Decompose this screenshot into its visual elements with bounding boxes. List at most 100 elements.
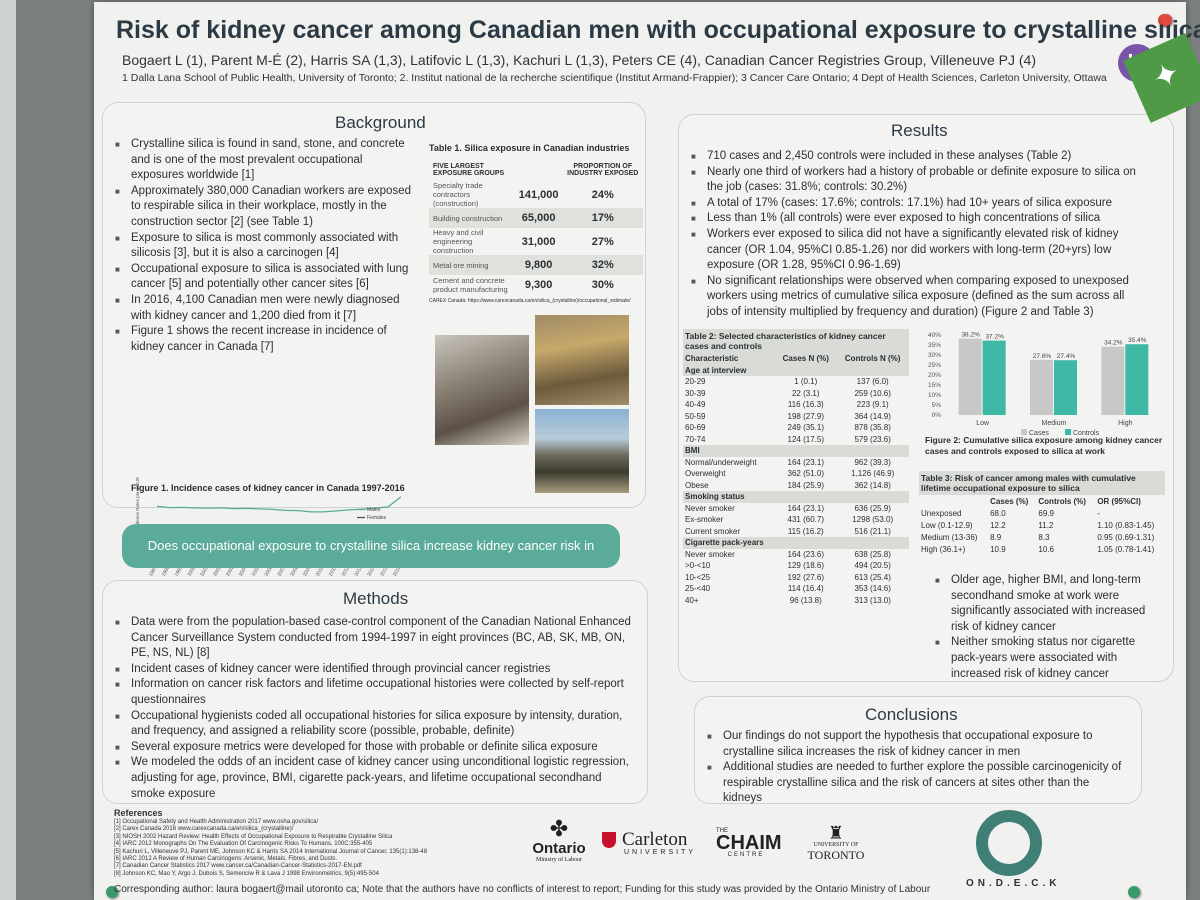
figure-1-x-tick: 2003	[225, 565, 236, 578]
figure-1-x-tick: 2011	[328, 565, 339, 578]
table-1-col-pct: PROPORTION OF INDUSTRY EXPOSED	[567, 163, 639, 177]
methods-bullet: Occupational hygienists coded all occupa…	[115, 709, 635, 740]
table-2-row: 25-<40 114 (16.4) 353 (14.6)	[685, 584, 891, 594]
table-2-row: 30-39 22 (3.1) 259 (10.6)	[685, 388, 891, 398]
table-2-row: Ex-smoker 431 (60.7) 1298 (53.0)	[685, 515, 894, 525]
background-bullet: Exposure to silica is most commonly asso…	[115, 231, 417, 262]
results-side-bullet: Neither smoking status nor cigarette pac…	[935, 635, 1155, 682]
figure-2-y-tick: 0%	[932, 412, 942, 419]
uoft-crest-icon: ♜	[827, 823, 845, 843]
conclusions-heading: Conclusions	[865, 705, 958, 724]
table-2-row: Never smoker 164 (23.1) 636 (25.9)	[685, 503, 891, 513]
figure-1-x-tick: 2004	[238, 565, 249, 578]
results-panel: Results 710 cases and 2,450 controls wer…	[678, 114, 1174, 682]
figure-2-data-label: 27.6%	[1033, 353, 1052, 360]
figure-2-bar-chart: 0% 5% 10% 15% 20% 25% 30% 35% 40% 38.2% 37.2% Low 27…	[928, 332, 1149, 437]
conclusions-bullet: Our findings do not support the hypothes…	[707, 729, 1131, 760]
methods-heading: Methods	[343, 589, 409, 608]
table-3-row: Low (0.1-12.9) 12.2 11.2 1.10 (0.83-1.45)	[921, 520, 1155, 530]
results-heading: Results	[891, 121, 948, 140]
push-pin-icon	[1128, 886, 1140, 898]
figure-2-bar-cases	[958, 338, 982, 415]
figure-1-legend-males: Males	[367, 507, 381, 513]
ondeck-logo-text: ON.D.E.C.K	[966, 878, 1061, 889]
table-2-row: Normal/underweight 164 (23.1) 962 (39.3)	[685, 457, 891, 467]
figure-2-y-tick: 20%	[928, 372, 941, 379]
table-2-row: 20-29 1 (0.1) 137 (6.0)	[685, 377, 889, 387]
figure-1-x-tick: 1999	[174, 565, 185, 578]
references: References [1] Occupational Safety and H…	[114, 808, 584, 878]
results-bullet: No significant relationships were observ…	[691, 274, 1139, 321]
background-bullet: Figure 1 shows the recent increase in in…	[115, 324, 417, 355]
table-3-head-or: OR (95%CI)	[1097, 496, 1141, 506]
results-bullet: 710 cases and 2,450 controls were includ…	[691, 149, 1139, 165]
results-bullet: Nearly one third of workers had a histor…	[691, 165, 1139, 196]
ondeck-logo-icon	[976, 810, 1042, 876]
carleton-logo: Carleton UNIVERSITY	[602, 830, 702, 856]
figure-2-y-tick: 40%	[928, 332, 941, 339]
affiliations: 1 Dalla Lana School of Public Health, Un…	[122, 72, 1107, 84]
table-1-grid: FIVE LARGEST EXPOSURE GROUPS PROPORTION …	[429, 159, 643, 295]
methods-bullet: Data were from the population-based case…	[115, 615, 635, 662]
table-2-head-controls: Controls N (%)	[836, 353, 909, 365]
table-2-title: Table 2: Selected characteristics of kid…	[683, 329, 909, 353]
research-question: Does occupational exposure to crystallin…	[122, 524, 620, 597]
table-3-row: Unexposed 68.0 69.9-	[921, 508, 1100, 518]
reference-item: [3] NIOSH 2002 Hazard Review: Health Eff…	[114, 833, 393, 840]
table-1-row: Metal ore mining 9,800 32%	[429, 255, 643, 275]
figure-1-x-tick: 2008	[289, 565, 300, 578]
methods-bullet: Information on cancer risk factors and l…	[115, 677, 635, 708]
reference-item: [7] Canadian Cancer Statistics 2017 www.…	[114, 863, 362, 870]
figure-2-bar-cases	[1030, 359, 1053, 415]
table-1-row: Cement and concrete product manufacturin…	[433, 276, 614, 294]
table-2-grid: Characteristic Cases N (%) Controls N (%…	[683, 353, 909, 606]
table-2-row: 40+ 96 (13.8) 313 (13.0)	[685, 595, 891, 605]
figure-1-x-tick: 2000	[186, 565, 197, 578]
correspondence-note: Corresponding author: laura bogaert@mail…	[114, 884, 931, 895]
figure-2-data-label: 27.4%	[1057, 353, 1076, 360]
table-3-head-controls: Controls (%)	[1038, 496, 1086, 506]
workers-cutting-photo	[535, 315, 629, 405]
figure-2-y-tick: 5%	[932, 402, 942, 409]
background-bullets: Crystalline silica is found in sand, sto…	[115, 137, 417, 355]
table-2-row: >0-<10 129 (18.6) 494 (20.5)	[685, 561, 891, 571]
table-3-grid: Cases (%) Controls (%) OR (95%CI) Unexpo…	[919, 495, 1165, 555]
figure-1-x-tick: 2013	[353, 565, 364, 578]
table-1-row: Heavy and civil engineering construction…	[433, 228, 614, 255]
figure-1-x-tick: 2014	[366, 565, 377, 578]
worker-jackhammer-photo	[435, 335, 529, 445]
figure-2-caption: Figure 2: Cumulative silica exposure amo…	[925, 435, 1163, 456]
figure-1-x-tick: 2016	[392, 565, 403, 578]
figure-1-legend-females: Females	[367, 515, 387, 521]
reference-item: [1] Occupational Safety and Health Admin…	[114, 819, 319, 825]
table-1-source: CAREX Canada: https://www.carexcanada.ca…	[429, 298, 631, 304]
results-bullets: 710 cases and 2,450 controls were includ…	[691, 149, 1139, 321]
table-2: Table 2: Selected characteristics of kid…	[683, 329, 909, 606]
figure-1-x-tick: 2006	[264, 565, 275, 578]
methods-bullets: Data were from the population-based case…	[115, 615, 635, 802]
figure-1-x-tick: 2010	[315, 565, 326, 578]
figure-2-data-label: 35.4%	[1128, 337, 1147, 344]
figure-1-caption: Figure 1. Incidence cases of kidney canc…	[131, 483, 405, 493]
conclusions-bullet: Additional studies are needed to further…	[707, 760, 1131, 807]
table-1: Table 1. Silica exposure in Canadian ind…	[429, 143, 643, 304]
figure-2-data-label: 38.2%	[961, 332, 980, 339]
table-2-head-characteristic: Characteristic	[683, 353, 776, 365]
figure-2-bar-controls	[982, 340, 1006, 415]
figure-1-x-tick: 2012	[341, 565, 352, 578]
bulldozer-quarry-photo	[535, 409, 629, 493]
figure-1-x-tick: 2007	[276, 565, 287, 578]
reference-item: [8] Johnson KC, Mao Y, Argo J, Dubois S,…	[114, 870, 379, 877]
board-edge	[0, 0, 16, 900]
background-bullet: Approximately 380,000 Canadian workers a…	[115, 184, 417, 231]
reference-item: [6] IARC 2012 A Review of Human Carcinog…	[114, 856, 338, 863]
figure-1-y-label: Age Standardized Incidence Rates per 100…	[135, 477, 140, 568]
reference-item: [4] IARC 2012 Monographs On The Evaluati…	[114, 841, 373, 848]
table-2-row: Current smoker 115 (16.2) 516 (21.1)	[685, 526, 891, 536]
methods-panel: Methods Data were from the population-ba…	[102, 580, 648, 804]
trillium-icon: ✤	[549, 816, 569, 841]
table-2-category: BMI	[683, 445, 909, 457]
table-3: Table 3: Risk of cancer among males with…	[919, 471, 1165, 555]
table-3-head-cases: Cases (%)	[990, 496, 1029, 506]
results-bullet: A total of 17% (cases: 17.6%; controls: …	[691, 196, 1139, 212]
